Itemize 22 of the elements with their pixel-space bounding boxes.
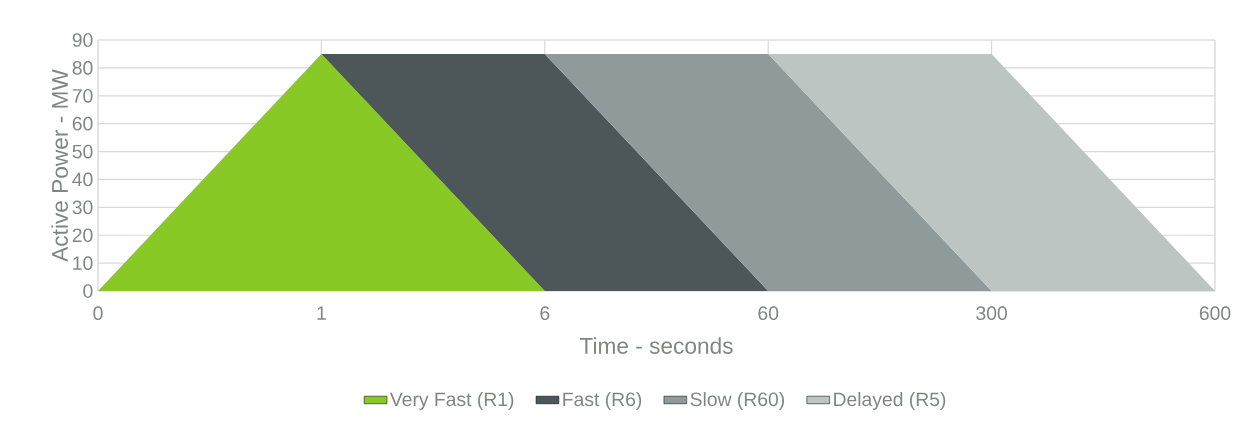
y-tick-label: 10 [73, 256, 93, 270]
legend-label: Delayed (R5) [834, 391, 946, 410]
y-tick-label: 70 [72, 88, 93, 103]
y-tick-label: 30 [72, 200, 93, 215]
x-tick-label: 600 [1199, 306, 1231, 321]
y-tick-label: 40 [72, 172, 93, 187]
x-tick-label: 300 [976, 306, 1007, 321]
y-axis-title: Active Power - MW [51, 69, 68, 262]
y-tick-label: 20 [72, 228, 93, 243]
x-tick-label: 0 [93, 306, 103, 321]
y-tick-label: 50 [72, 144, 93, 159]
x-axis-title: Time - seconds [579, 337, 733, 354]
y-tick-label: 0 [83, 284, 93, 298]
y-tick-label: 90 [72, 33, 93, 47]
legend-label: Very Fast (R1) [389, 391, 514, 410]
legend-label: Fast (R6) [563, 391, 642, 410]
x-tick-label: 6 [540, 306, 550, 321]
legend-label: Slow (R60) [690, 391, 785, 410]
x-tick-label: 1 [317, 306, 326, 320]
x-tick-label: 60 [758, 306, 779, 321]
y-tick-label: 60 [72, 116, 93, 131]
y-tick-label: 80 [72, 61, 93, 75]
